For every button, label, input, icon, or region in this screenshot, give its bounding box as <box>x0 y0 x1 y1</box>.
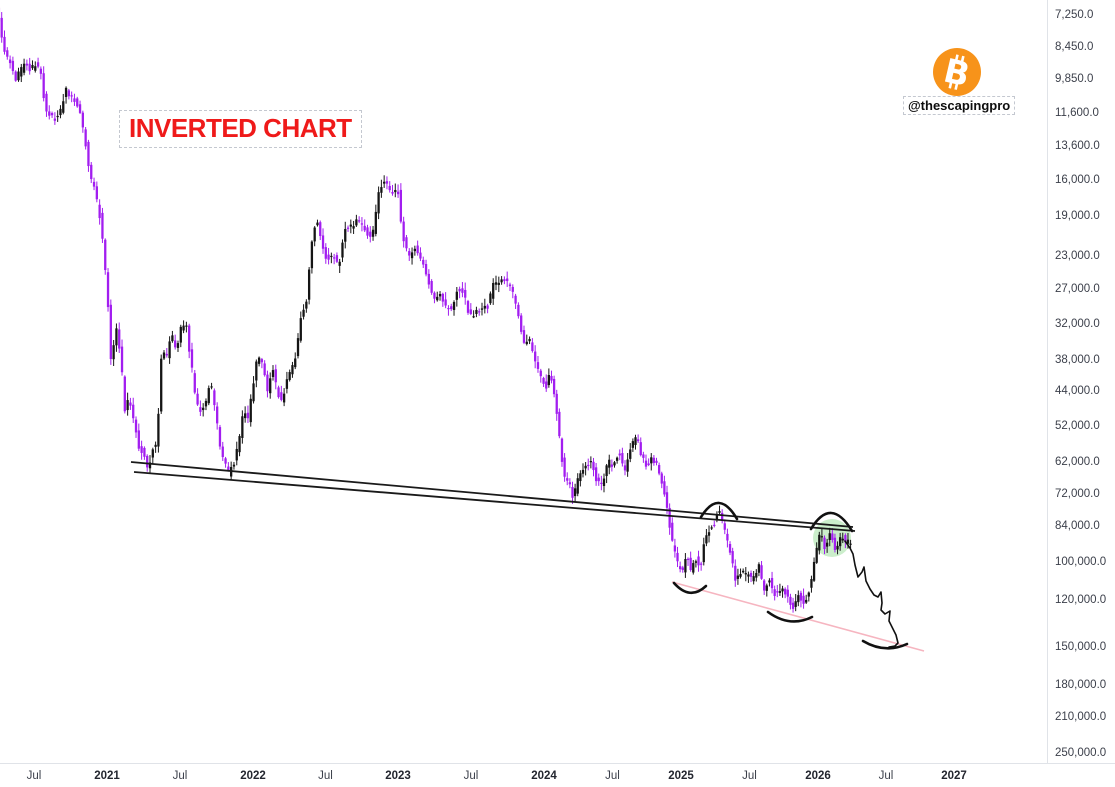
hand-drawn-projection-path[interactable] <box>844 540 899 648</box>
time-tick-month-label: Jul <box>318 770 333 782</box>
time-tick-month-label: Jul <box>172 770 188 782</box>
time-tick-month-label: Jul <box>742 770 757 782</box>
rounded-top-arc-1[interactable] <box>699 501 739 521</box>
time-tick-month-label: Jul <box>605 770 620 782</box>
price-tick-label: 38,000.0 <box>1055 354 1100 367</box>
pink-support-trendline[interactable] <box>671 581 925 652</box>
price-tick-label: 52,000.0 <box>1055 419 1100 432</box>
time-tick-month-label: Jul <box>878 770 894 782</box>
candlestick-plot[interactable] <box>0 0 1047 763</box>
price-tick-label: 32,000.0 <box>1055 318 1100 331</box>
price-tick-label: 180,000.0 <box>1055 678 1107 691</box>
time-tick-year-label: 2021 <box>94 770 120 782</box>
price-axis[interactable]: 7,250.0 8,450.0 9,850.0 11,600.0 13,600.0 16,… <box>1047 0 1115 763</box>
price-tick-label: 84,000.0 <box>1055 519 1100 532</box>
time-tick-year-label: 2025 <box>668 770 694 782</box>
bitcoin-icon: B <box>933 48 981 96</box>
price-tick-label: 62,000.0 <box>1055 456 1100 469</box>
time-tick-month-label: Jul <box>463 770 479 782</box>
price-tick-label: 13,600.0 <box>1055 140 1100 153</box>
time-axis[interactable]: Jul 2021 Jul 2022 Jul 2023 Jul 2024 Jul 2025 Jul 20… <box>0 763 1115 787</box>
price-tick-label: 72,000.0 <box>1055 487 1100 500</box>
rounded-bottom-arc-3[interactable] <box>861 639 909 650</box>
price-tick-label: 9,850.0 <box>1055 72 1094 85</box>
price-tick-label: 250,000.0 <box>1055 747 1107 759</box>
price-tick-label: 150,000.0 <box>1055 640 1107 653</box>
candles <box>0 7 852 613</box>
watermark-handle[interactable]: @thescapingpro <box>903 96 1016 115</box>
time-tick-year-label: 2023 <box>385 770 411 782</box>
time-tick-year-label: 2026 <box>805 770 831 782</box>
time-tick-year-label: 2024 <box>531 770 557 782</box>
price-tick-label: 19,000.0 <box>1055 209 1100 222</box>
lower-resistance-trendline[interactable] <box>133 471 856 532</box>
price-tick-label: 210,000.0 <box>1055 710 1107 723</box>
drawing-annotations[interactable] <box>130 461 925 652</box>
time-tick-year-label: 2022 <box>240 770 266 782</box>
price-tick-label: 16,000.0 <box>1055 174 1100 186</box>
upper-resistance-trendline[interactable] <box>130 461 854 528</box>
time-tick-year-label: 2027 <box>941 770 967 782</box>
price-tick-label: 8,450.0 <box>1055 40 1094 53</box>
price-tick-label: 44,000.0 <box>1055 384 1100 397</box>
rounded-bottom-arc-1[interactable] <box>672 581 708 595</box>
inverted-chart-label[interactable]: INVERTED CHART <box>119 110 362 148</box>
price-tick-label: 11,600.0 <box>1055 106 1099 119</box>
price-tick-label: 120,000.0 <box>1055 594 1107 606</box>
price-tick-label: 100,000.0 <box>1055 556 1107 568</box>
rounded-bottom-arc-2[interactable] <box>766 610 814 623</box>
price-tick-label: 27,000.0 <box>1055 283 1100 296</box>
price-tick-label: 7,250.0 <box>1055 9 1094 21</box>
price-tick-label: 23,000.0 <box>1055 249 1100 262</box>
time-tick-month-label: Jul <box>26 770 42 782</box>
rounded-top-arc-2[interactable] <box>809 511 854 533</box>
